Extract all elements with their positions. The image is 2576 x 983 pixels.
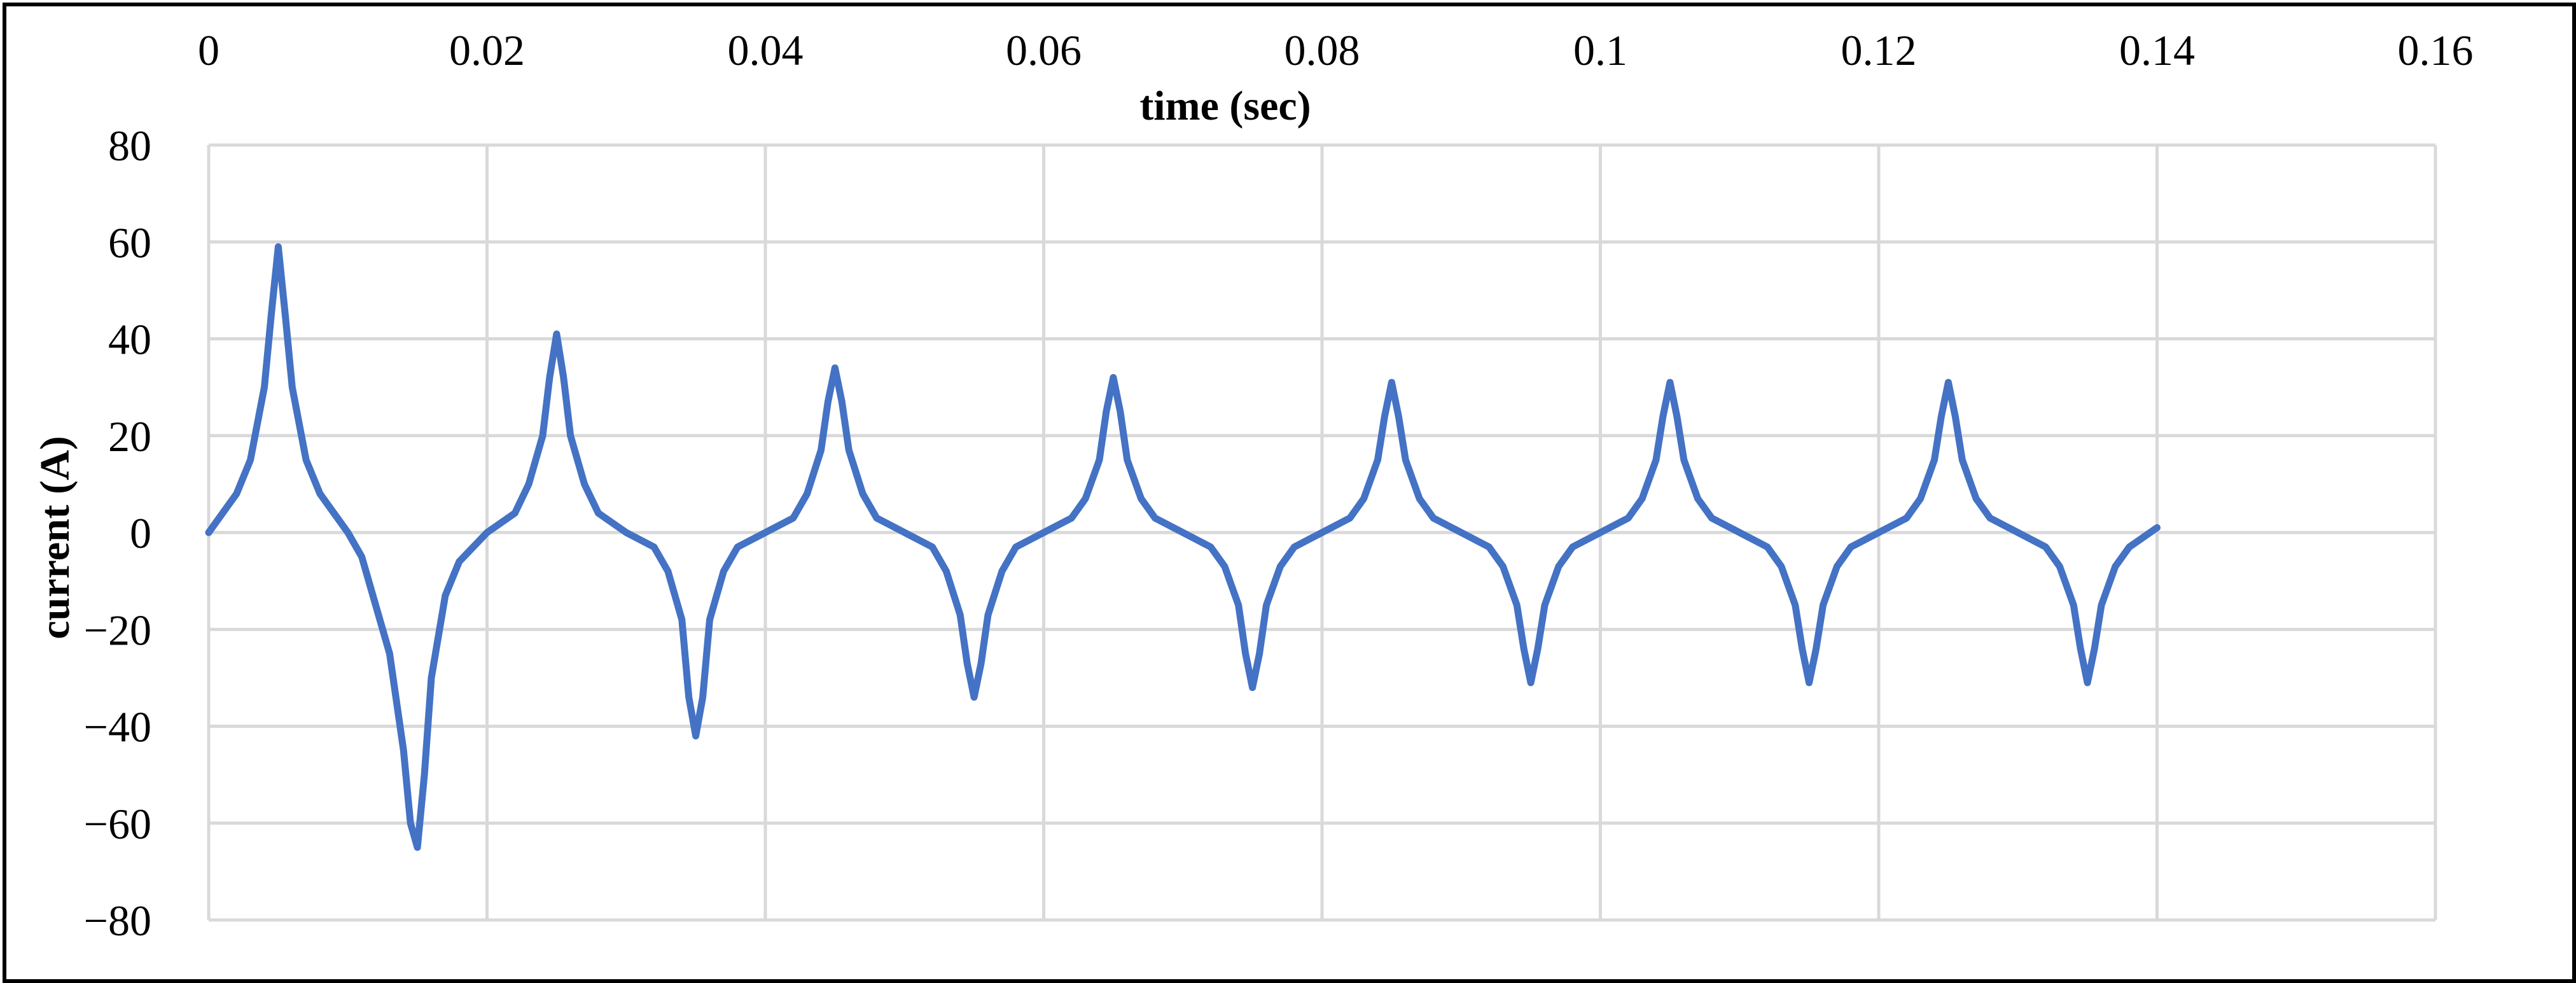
x-tick-labels: 0 0.02 0.04 0.06 0.08 0.1 0.12 0.14 0.16	[198, 26, 2474, 74]
x-tick-label: 0.16	[2398, 26, 2474, 74]
x-tick-label: 0.14	[2119, 26, 2195, 74]
y-tick-label: −80	[84, 896, 151, 945]
y-tick-label: 60	[108, 218, 151, 267]
x-tick-label: 0.08	[1285, 26, 1360, 74]
y-tick-label: 20	[108, 412, 151, 461]
x-tick-label: 0.02	[449, 26, 525, 74]
y-axis-title: current (A)	[32, 436, 78, 639]
x-tick-label: 0.06	[1006, 26, 1082, 74]
current-series-line	[205, 243, 2161, 851]
chart-frame: 0 0.02 0.04 0.06 0.08 0.1 0.12 0.14 0.16 80 60 40 2…	[3, 3, 2576, 983]
y-tick-label: 40	[108, 316, 151, 364]
y-tick-label: −20	[84, 606, 151, 654]
y-tick-label: 0	[130, 509, 151, 557]
x-tick-label: 0.1	[1573, 26, 1627, 74]
current-vs-time-chart: 0 0.02 0.04 0.06 0.08 0.1 0.12 0.14 0.16 80 60 40 2…	[32, 26, 2474, 945]
x-tick-label: 0.04	[728, 26, 804, 74]
y-tick-label: 80	[108, 122, 151, 170]
x-tick-label: 0.12	[1841, 26, 1917, 74]
x-tick-label: 0	[198, 26, 219, 74]
x-axis-title: time (sec)	[1139, 83, 1311, 129]
series-layer	[205, 243, 2161, 851]
y-tick-label: −40	[84, 703, 151, 751]
y-tick-label: −60	[84, 800, 151, 848]
y-tick-labels: 80 60 40 20 0 −20 −40 −60 −80	[84, 122, 151, 945]
